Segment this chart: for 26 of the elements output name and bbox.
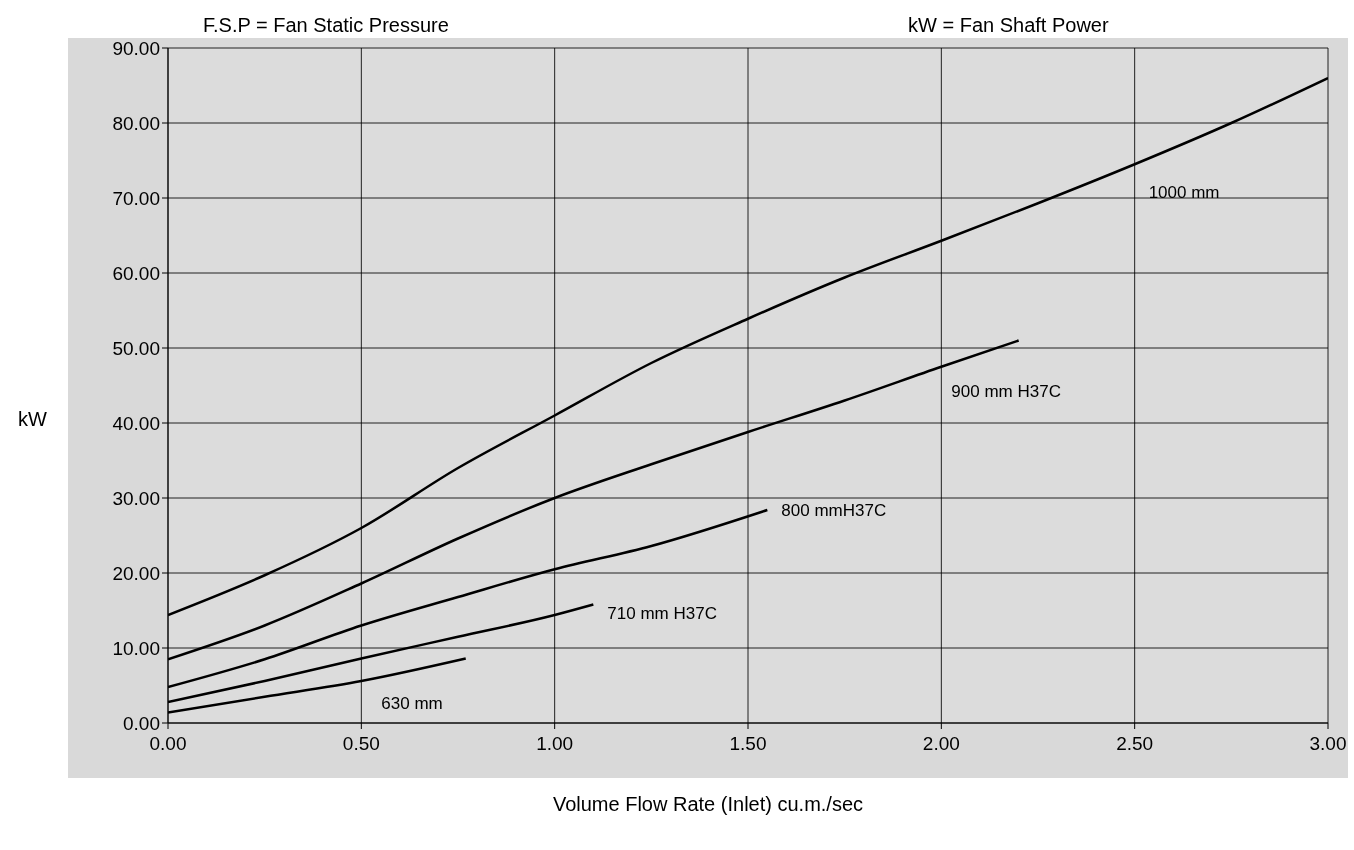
y-tick-label: 70.00 (112, 187, 160, 209)
x-tick-label: 1.50 (729, 733, 767, 755)
text: F.S.P = Fan Static Pressure (203, 14, 449, 37)
y-tick-label: 20.00 (112, 562, 160, 584)
series-label: 900 mm H37C (951, 381, 1061, 401)
y-tick-label: 10.00 (112, 637, 160, 659)
x-tick-label: 0.50 (342, 733, 380, 755)
x-tick-label: 2.50 (1116, 733, 1154, 755)
x-axis-title: Volume Flow Rate (Inlet) cu.m./sec (551, 793, 865, 816)
y-tick-label: 90.00 (112, 37, 160, 59)
series-label: 1000 mm (1148, 183, 1220, 203)
y-tick-label: 60.00 (112, 262, 160, 284)
y-tick-label: 30.00 (112, 487, 160, 509)
x-tick-label: 0.00 (149, 733, 187, 755)
y-axis-title: kW (18, 408, 47, 431)
y-tick-label: 50.00 (112, 337, 160, 359)
y-tick-label: 0.00 (123, 712, 160, 734)
x-tick-label: 2.00 (922, 733, 960, 755)
series-label: 710 mm H37C (607, 603, 717, 623)
text: kW = Fan Shaft Power (908, 14, 1109, 37)
x-tick-label: 1.00 (536, 733, 574, 755)
x-tick-label: 3.00 (1309, 733, 1347, 755)
series-label: 800 mmH37C (781, 501, 887, 520)
series-label: 630 mm (381, 694, 443, 713)
y-tick-label: 40.00 (112, 412, 160, 434)
y-tick-label: 80.00 (112, 112, 160, 134)
